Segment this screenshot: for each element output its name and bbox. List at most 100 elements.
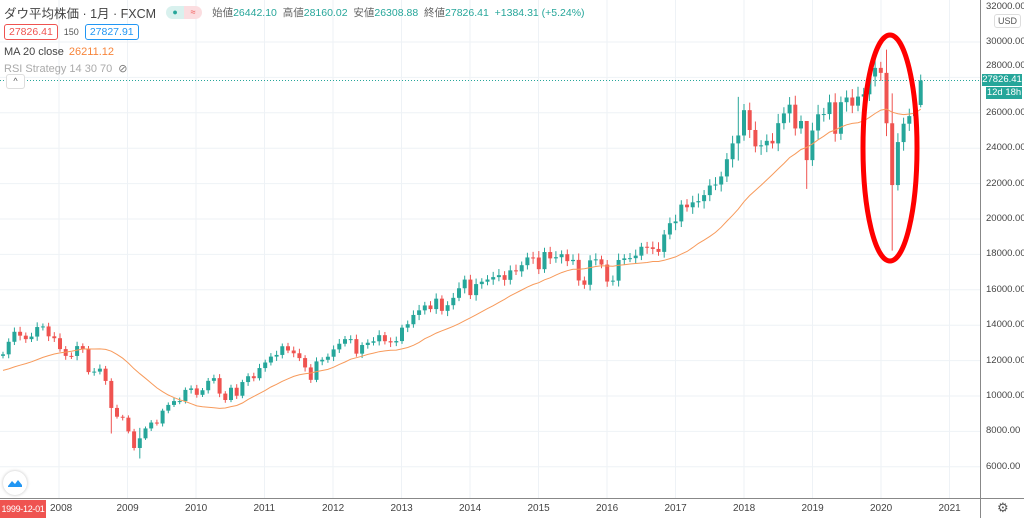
sell-button[interactable]: 27826.41 — [4, 24, 58, 40]
candle-down — [303, 358, 308, 368]
candle-down — [115, 407, 119, 417]
rsi-strategy-label[interactable]: RSI Strategy 14 30 70 — [4, 62, 113, 75]
candle-up — [588, 260, 593, 285]
settings-gear-icon[interactable]: ⚙ — [997, 500, 1009, 515]
candle-down — [605, 264, 610, 282]
candle-up — [337, 343, 342, 350]
chart-legend: ダウ平均株価 · 1月 · FXCM ● ≈ 始値26442.10 高値2816… — [4, 4, 585, 77]
ma-indicator-label[interactable]: MA 20 close — [4, 45, 64, 58]
candle-down — [286, 346, 290, 351]
price-label: 10000.00 — [986, 390, 1024, 401]
candle-up — [143, 428, 148, 439]
candle-up — [519, 265, 524, 272]
symbol-title[interactable]: ダウ平均株価 · 1月 · FXCM — [4, 7, 157, 21]
candle-up — [639, 246, 644, 256]
candle-down — [109, 380, 114, 408]
price-label: 28000.00 — [986, 60, 1024, 71]
time-label: 2008 — [50, 503, 73, 514]
price-label: 30000.00 — [986, 36, 1024, 47]
candle-down — [428, 305, 433, 310]
buy-button[interactable]: 27827.91 — [84, 24, 139, 40]
candle-down — [52, 336, 57, 339]
candle-down — [86, 349, 91, 373]
time-label: 2014 — [459, 503, 482, 514]
candle-down — [18, 331, 23, 336]
candle-up — [713, 184, 718, 186]
candle-up — [417, 310, 422, 315]
price-label-top: 32000.00 — [986, 1, 1024, 12]
candle-down — [308, 367, 313, 380]
change-value: +1384.31 (+5.24%) — [494, 7, 585, 19]
candle-up — [149, 422, 154, 429]
candle-down — [656, 248, 661, 252]
candle-up — [137, 438, 142, 448]
price-label: 24000.00 — [986, 142, 1024, 154]
candle-up — [856, 96, 860, 106]
candle-up — [907, 116, 912, 124]
candle-down — [685, 204, 689, 208]
candle-up — [371, 341, 376, 343]
candle-up — [707, 185, 712, 196]
candle-down — [753, 129, 758, 147]
candle-up — [918, 80, 923, 105]
candle-up — [525, 257, 530, 266]
candle-down — [468, 279, 473, 296]
candle-up — [821, 114, 826, 116]
grid-lines — [0, 0, 980, 498]
candle-up — [690, 202, 695, 208]
price-label: 14000.00 — [986, 319, 1024, 331]
candle-down — [890, 123, 895, 186]
collapse-legend-button[interactable]: ^ — [6, 74, 25, 89]
time-label: 2009 — [116, 503, 139, 514]
candle-down — [582, 280, 587, 285]
candle-up — [331, 349, 336, 357]
candle-up — [593, 259, 598, 261]
price-label: 18000.00 — [986, 248, 1024, 260]
candle-down — [234, 387, 239, 396]
annotation-ellipse — [860, 32, 920, 264]
candle-up — [633, 255, 638, 259]
candle-up — [206, 380, 211, 391]
candle-up — [394, 341, 399, 343]
candle-up — [702, 195, 707, 202]
candle-down — [878, 67, 883, 73]
candle-up — [75, 346, 80, 356]
candle-up — [810, 130, 815, 161]
candle-up — [422, 305, 427, 311]
candle-down — [251, 376, 256, 379]
candle-up — [485, 279, 490, 282]
candle-up — [263, 362, 268, 369]
candle-up — [901, 123, 906, 143]
candle-down — [291, 350, 296, 354]
price-label: 8000.00 — [986, 425, 1021, 437]
candle-up — [742, 110, 746, 136]
market-status[interactable]: ● ≈ — [166, 6, 203, 19]
candle-up — [29, 336, 34, 340]
market-open-icon: ● — [166, 6, 185, 19]
candle-down — [833, 102, 838, 134]
candle-up — [759, 145, 764, 147]
candle-up — [160, 410, 165, 424]
candle-up — [799, 120, 803, 129]
candle-up — [405, 324, 410, 328]
candle-up — [816, 114, 821, 131]
candle-up — [268, 356, 273, 363]
candle-down — [599, 259, 604, 265]
currency-button[interactable]: USD — [994, 14, 1022, 28]
candle-up — [411, 314, 416, 325]
tradingview-logo[interactable] — [3, 471, 27, 495]
candle-down — [126, 417, 131, 432]
candle-up — [274, 354, 279, 357]
time-label: 2020 — [870, 503, 893, 514]
candle-down — [69, 355, 74, 357]
time-label: 2017 — [664, 503, 687, 514]
candle-down — [793, 104, 798, 129]
cursor-date-label: 1999-12-01 — [0, 500, 46, 518]
logo-icon — [8, 480, 22, 487]
hidden-eye-icon[interactable]: ⊘ — [118, 63, 128, 75]
candle-up — [6, 341, 11, 355]
candle-up — [895, 142, 900, 186]
candle-up — [628, 258, 632, 260]
candle-up — [787, 104, 792, 114]
